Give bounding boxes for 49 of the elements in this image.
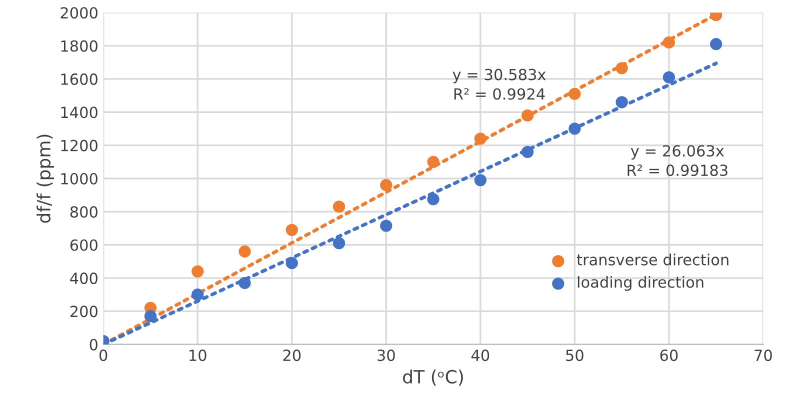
point — [521, 146, 534, 158]
point — [427, 193, 440, 206]
x-tick-label: 60 — [660, 350, 678, 362]
point — [332, 237, 346, 250]
point — [662, 71, 676, 84]
y-tick-label: 1200 — [61, 140, 98, 152]
y-tick-label: 400 — [70, 272, 98, 284]
annotation: y = 26.063x R² = 0.99183 — [628, 145, 728, 176]
legend-label: loading direction — [578, 276, 704, 291]
point — [474, 132, 486, 145]
y-tick-label: 2000 — [60, 7, 98, 19]
x-tick-label: 30 — [378, 350, 395, 362]
legend-label: transverse direction — [576, 254, 728, 266]
point — [710, 38, 722, 50]
point — [568, 122, 581, 135]
point — [427, 156, 440, 168]
point — [192, 288, 204, 301]
annotation: y = 30.583x R² = 0.9924 — [452, 68, 546, 100]
point — [238, 245, 251, 258]
x-tick-label: 50 — [566, 350, 584, 362]
point — [521, 109, 534, 122]
point — [474, 174, 486, 186]
point — [286, 257, 298, 270]
x-tick-label: 20 — [283, 350, 301, 362]
x-tick-label: 70 — [754, 350, 772, 362]
y-tick-label: 0 — [90, 338, 98, 350]
x-tick-label: 0 — [99, 350, 108, 362]
y-tick-label: 1800 — [61, 40, 98, 52]
y-tick-label: 1000 — [61, 172, 98, 185]
point — [616, 96, 628, 108]
y-tick-label: 200 — [70, 306, 98, 318]
point — [380, 179, 392, 192]
y-tick-label: 800 — [70, 206, 98, 218]
point — [332, 200, 346, 213]
x-tick-label: 10 — [190, 350, 206, 362]
point — [192, 265, 204, 278]
y-tick-label: 600 — [70, 239, 98, 251]
point — [616, 62, 628, 74]
x-tick-label: 40 — [471, 350, 490, 362]
point — [568, 88, 581, 100]
point — [380, 220, 392, 232]
x-axis-title: dT (ᵒC) — [403, 370, 463, 386]
y-tick-label: 1600 — [61, 73, 98, 85]
point — [286, 224, 298, 236]
y-tick-label: 1400 — [61, 106, 98, 118]
point — [238, 276, 251, 290]
y-axis-title: df/f (ppm) — [36, 134, 54, 223]
point — [662, 36, 676, 49]
point — [144, 310, 157, 322]
